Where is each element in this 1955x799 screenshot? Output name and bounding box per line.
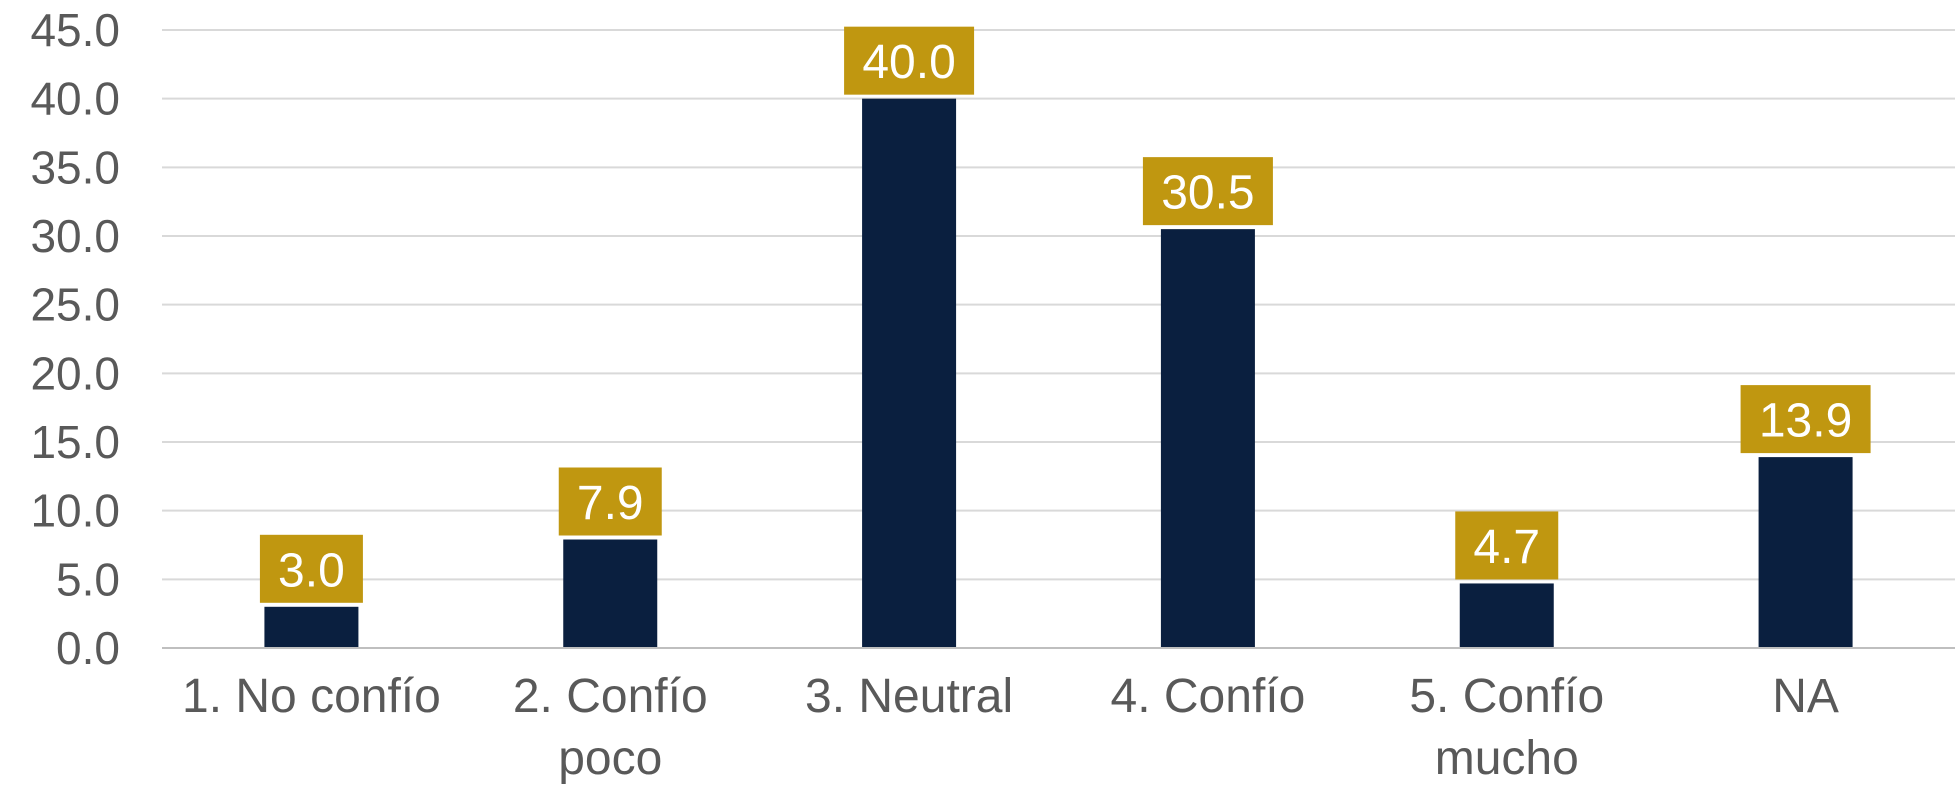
x-category-label-line: 1. No confío bbox=[182, 670, 441, 723]
data-label-background bbox=[558, 467, 662, 536]
x-axis-category-labels: 1. No confío 2. Confío poco 3. Neutral 4. Co… bbox=[182, 670, 1839, 785]
data-label-text: 4.7 bbox=[1473, 521, 1540, 574]
data-label-background bbox=[259, 534, 363, 603]
x-category-label: 5. Confío mucho bbox=[1409, 670, 1604, 785]
x-category-label-line: 2. Confío bbox=[513, 670, 708, 723]
x-category-label-line: NA bbox=[1772, 670, 1839, 723]
bar bbox=[563, 539, 658, 648]
y-tick-label: 10.0 bbox=[30, 485, 120, 537]
y-tick-label: 0.0 bbox=[56, 622, 120, 674]
data-label-text: 13.9 bbox=[1759, 395, 1852, 448]
y-tick-label: 45.0 bbox=[30, 4, 120, 56]
data-label-background bbox=[1740, 385, 1871, 454]
x-category-label-line: poco bbox=[558, 732, 662, 785]
data-label-text: 3.0 bbox=[278, 544, 345, 597]
x-category-label-line: 5. Confío bbox=[1409, 670, 1604, 723]
y-tick-label: 25.0 bbox=[30, 279, 120, 331]
bar bbox=[1160, 229, 1255, 648]
bars bbox=[264, 98, 1853, 648]
y-tick-label: 20.0 bbox=[30, 347, 120, 399]
x-category-label-line: mucho bbox=[1435, 732, 1579, 785]
x-category-label: 4. Confío bbox=[1111, 670, 1306, 723]
y-tick-label: 5.0 bbox=[56, 553, 120, 605]
x-category-label: 1. No confío bbox=[182, 670, 441, 723]
x-category-label-line: 3. Neutral bbox=[805, 670, 1013, 723]
data-label: 13.9 bbox=[1740, 385, 1871, 454]
x-category-label-line: 4. Confío bbox=[1111, 670, 1306, 723]
y-axis-tick-labels: 0.0 5.0 10.0 15.0 20.0 25.0 30.0 35.0 40.0 45.0 bbox=[30, 4, 120, 674]
data-label-background bbox=[844, 26, 975, 95]
y-tick-label: 15.0 bbox=[30, 416, 120, 468]
data-label-background bbox=[1142, 157, 1273, 226]
x-category-label: NA bbox=[1772, 670, 1839, 723]
gridlines bbox=[162, 29, 1955, 581]
data-label: 40.0 bbox=[844, 26, 975, 95]
bar bbox=[1459, 583, 1554, 648]
data-label-text: 7.9 bbox=[577, 477, 644, 530]
bar bbox=[862, 98, 957, 648]
data-label: 30.5 bbox=[1142, 157, 1273, 226]
data-label-background bbox=[1455, 511, 1559, 580]
y-tick-label: 35.0 bbox=[30, 141, 120, 193]
x-category-label: 3. Neutral bbox=[805, 670, 1013, 723]
bar bbox=[264, 606, 359, 648]
y-tick-label: 40.0 bbox=[30, 73, 120, 125]
data-label: 4.7 bbox=[1455, 511, 1559, 580]
data-labels: 3.0 7.9 40.0 30.5 4.7 13.9 bbox=[259, 26, 1871, 603]
x-category-label: 2. Confío poco bbox=[513, 670, 708, 785]
data-label: 7.9 bbox=[558, 467, 662, 536]
data-label: 3.0 bbox=[259, 534, 363, 603]
data-label-text: 40.0 bbox=[862, 36, 955, 89]
y-tick-label: 30.0 bbox=[30, 210, 120, 262]
bar bbox=[1758, 457, 1853, 648]
data-label-text: 30.5 bbox=[1161, 167, 1254, 220]
